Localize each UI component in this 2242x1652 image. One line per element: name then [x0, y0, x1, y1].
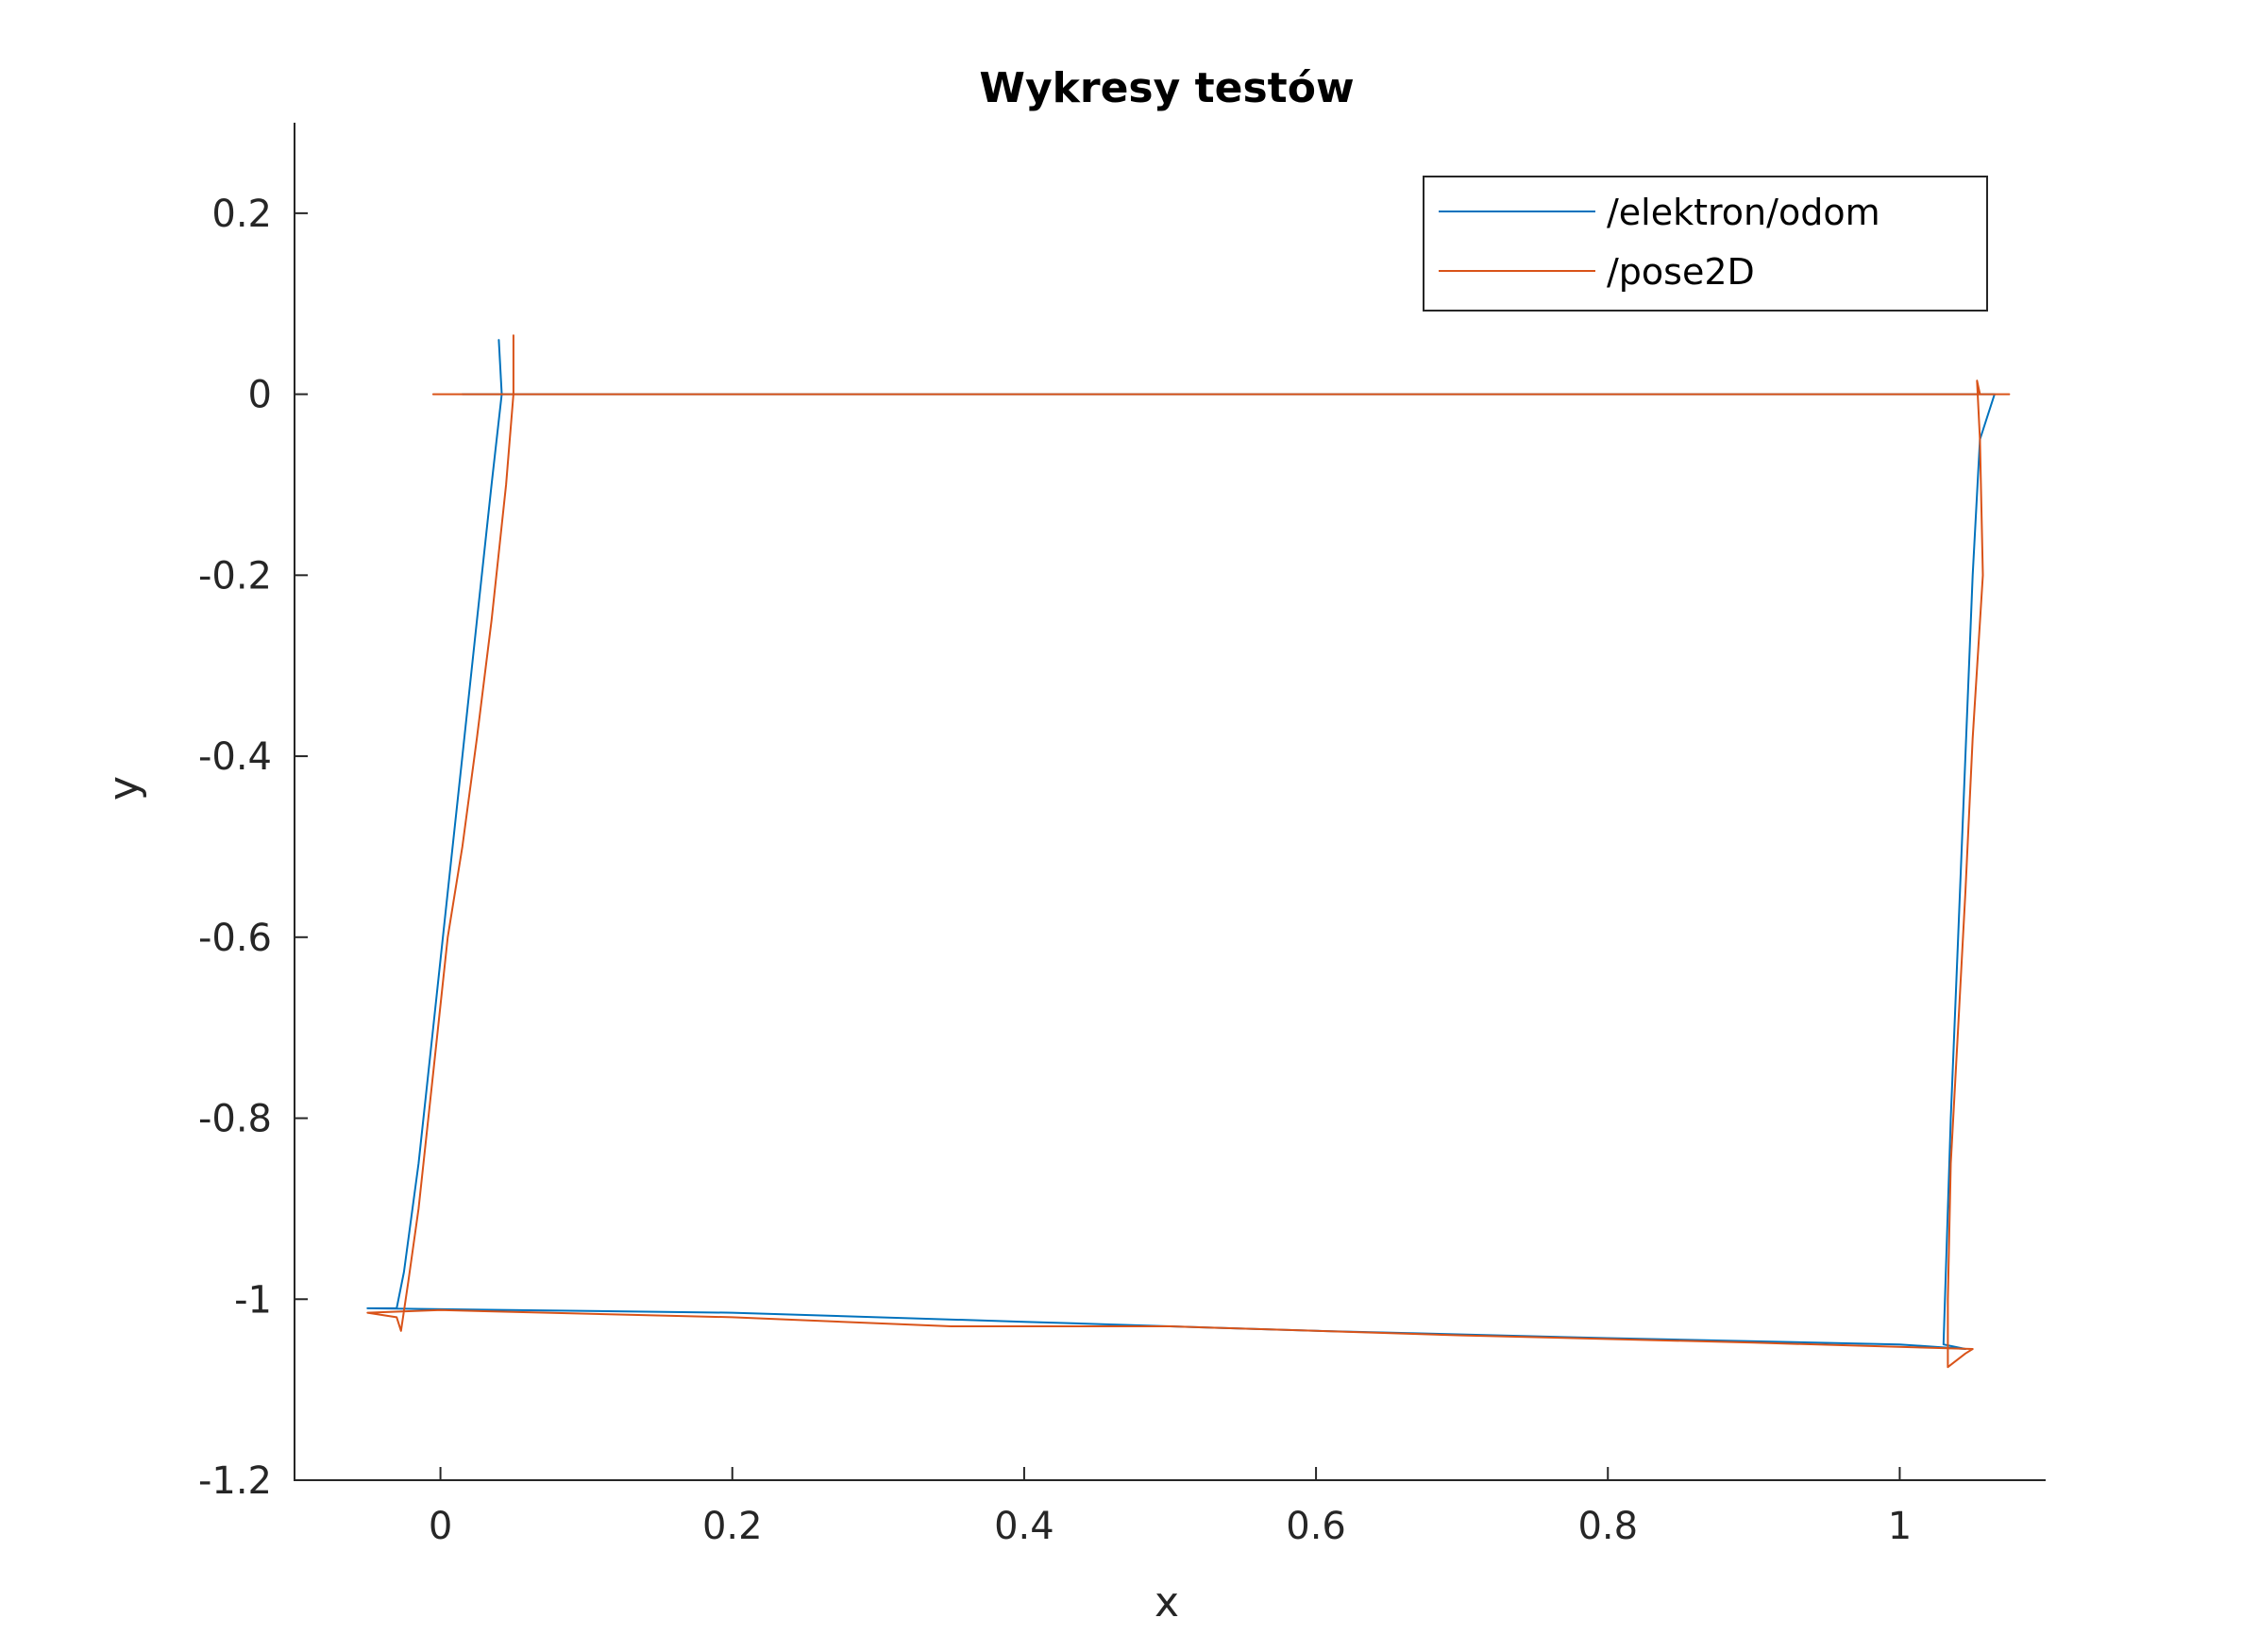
legend-box: [1423, 176, 1988, 312]
legend: /elektron/odom/pose2D: [1423, 176, 1988, 312]
chart-title: Wykresy testów: [979, 64, 1354, 112]
y-axis-label: y: [100, 776, 148, 801]
axes: 0 0.2 0.4 0.6 0.8 1 0.2 0 -0.2 -0.4 -0.6 -0.8 -1 -1.2: [198, 123, 2046, 1548]
axis-lines: [294, 123, 2046, 1481]
x-tick-label: 0: [429, 1505, 452, 1548]
y-tick-label: -1.2: [198, 1459, 272, 1503]
y-tick-label: 0: [248, 374, 272, 417]
x-tick-label: 0.6: [1286, 1505, 1346, 1548]
y-tick-label: -0.2: [198, 554, 272, 598]
series-line-1: [366, 339, 1996, 1350]
series-line-2: [366, 334, 2011, 1369]
legend-label-1: /elektron/odom: [1607, 192, 1880, 233]
y-tick-label: -0.6: [198, 917, 272, 960]
y-tick-label: 0.2: [211, 193, 272, 236]
x-tick-label: 0.8: [1577, 1505, 1638, 1548]
y-tick-label: -0.4: [198, 735, 272, 779]
legend-entries: /elektron/odom/pose2D: [1439, 192, 1880, 293]
y-tick-label: -1: [234, 1278, 272, 1322]
x-tick-label: 0.2: [702, 1505, 763, 1548]
y-tick-label: -0.8: [198, 1098, 272, 1141]
x-axis-label: x: [1155, 1578, 1179, 1627]
x-tick-label: 0.4: [994, 1505, 1054, 1548]
plot-series: [366, 334, 2011, 1369]
legend-label-2: /pose2D: [1607, 251, 1755, 293]
x-tick-label: 1: [1888, 1505, 1912, 1548]
